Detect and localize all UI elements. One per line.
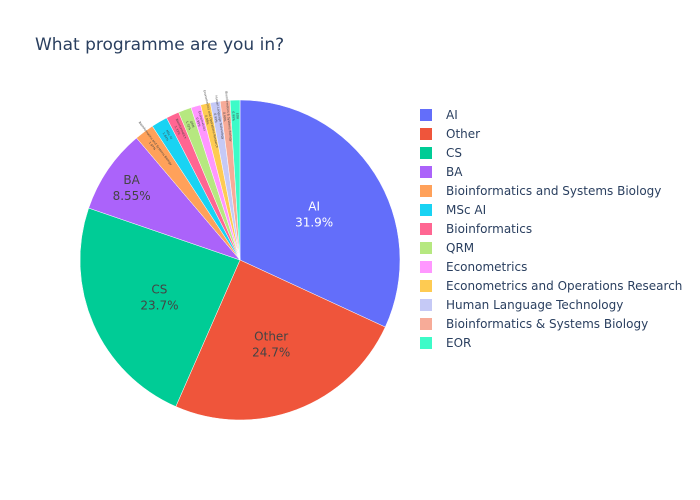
legend-swatch: [420, 299, 432, 311]
legend-label: Econometrics: [446, 260, 527, 274]
legend-item-bioinformatics-and-systems-biology[interactable]: Bioinformatics and Systems Biology: [420, 184, 661, 198]
pie-slice-ba[interactable]: [88, 137, 241, 261]
slice-label-msc-ai: MSc AI1.64%: [161, 129, 173, 142]
legend-item-msc-ai[interactable]: MSc AI: [420, 203, 486, 217]
legend-swatch: [420, 280, 432, 292]
slice-label-qrm: QRM1.32%: [185, 119, 196, 131]
slice-label-eor: EOR0.99%: [231, 111, 239, 121]
legend-swatch: [420, 337, 432, 349]
legend-item-ai[interactable]: AI: [420, 108, 458, 122]
legend-swatch: [420, 185, 432, 197]
chart-title: What programme are you in?: [35, 35, 284, 55]
legend-swatch: [420, 147, 432, 159]
legend-swatch: [420, 223, 432, 235]
legend-item-eor[interactable]: EOR: [420, 336, 471, 350]
legend-item-other[interactable]: Other: [420, 127, 480, 141]
legend-label: CS: [446, 146, 462, 160]
slice-label-other: Other 24.7%: [252, 329, 290, 359]
legend-item-cs[interactable]: CS: [420, 146, 462, 160]
legend-swatch: [420, 318, 432, 330]
legend-item-human-language-technology[interactable]: Human Language Technology: [420, 298, 623, 312]
legend-swatch: [420, 166, 432, 178]
legend-swatch: [420, 204, 432, 216]
legend-label: Human Language Technology: [446, 298, 623, 312]
legend-label: BA: [446, 165, 463, 179]
pie-slice-other[interactable]: [175, 259, 386, 421]
legend-label: QRM: [446, 241, 474, 255]
legend-item-bioinformatics[interactable]: Bioinformatics: [420, 222, 532, 236]
pie-slice-ai[interactable]: [239, 99, 401, 328]
legend-label: Bioinformatics: [446, 222, 532, 236]
legend-label: EOR: [446, 336, 471, 350]
legend-swatch: [420, 261, 432, 273]
legend-item-econometrics-and-operations-research[interactable]: Econometrics and Operations Research: [420, 279, 682, 293]
legend-label: MSc AI: [446, 203, 486, 217]
pie-slices: [79, 99, 401, 421]
legend-label: AI: [446, 108, 458, 122]
pie-slice-eor[interactable]: [229, 99, 241, 261]
legend-item-qrm[interactable]: QRM: [420, 241, 474, 255]
legend-swatch: [420, 109, 432, 121]
legend: AI Other CS BA Bioinformatics and Systems Bi…: [420, 108, 682, 350]
legend-item-ba[interactable]: BA: [420, 165, 463, 179]
slice-label-human-language-technology: Human Language Technology0.99%: [210, 95, 225, 140]
slice-label-ba: BA 8.55%: [113, 173, 151, 203]
legend-item-econometrics[interactable]: Econometrics: [420, 260, 527, 274]
pie-slice-cs[interactable]: [79, 207, 241, 407]
legend-label: Econometrics and Operations Research: [446, 279, 682, 293]
legend-label: Bioinformatics & Systems Biology: [446, 317, 648, 331]
legend-label: Other: [446, 127, 480, 141]
legend-item-bioinformatics-systems-biology[interactable]: Bioinformatics & Systems Biology: [420, 317, 648, 331]
slice-label-ai: AI 31.9%: [295, 200, 333, 230]
legend-swatch: [420, 242, 432, 254]
slice-label-bioinformatics-systems-biology: Bioinformatics & Systems Biology0.99%: [220, 91, 233, 142]
legend-swatch: [420, 128, 432, 140]
slice-label-cs: CS 23.7%: [140, 282, 178, 312]
slice-label-econometrics: Econometrics0.99%: [194, 111, 207, 133]
legend-label: Bioinformatics and Systems Biology: [446, 184, 661, 198]
